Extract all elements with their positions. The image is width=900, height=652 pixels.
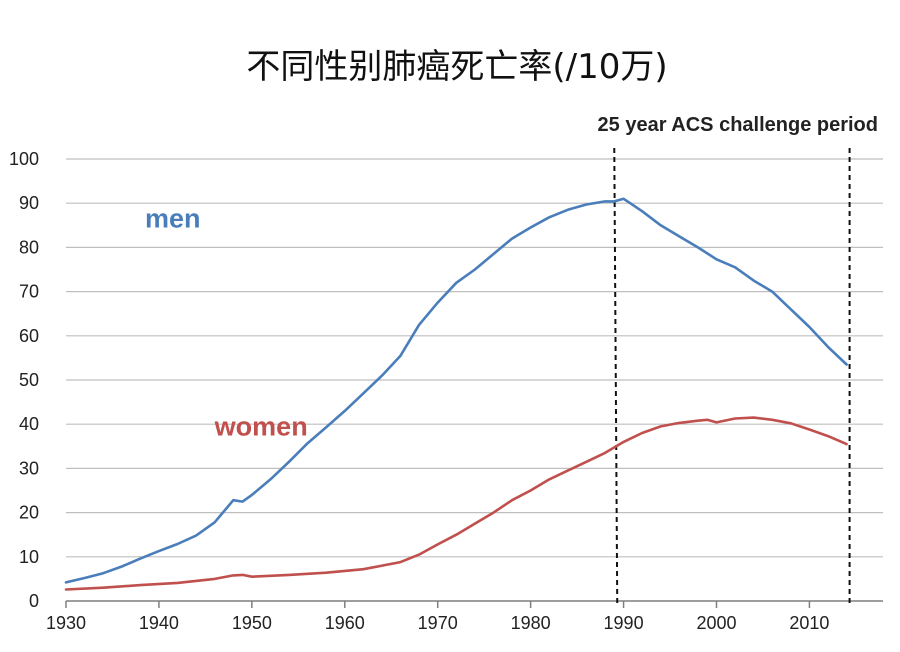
series-label-women: women — [214, 411, 308, 441]
y-tick-label: 90 — [19, 193, 39, 213]
x-tick-label: 1940 — [139, 613, 179, 633]
y-tick-label: 10 — [19, 547, 39, 567]
plot-area: 0 10 20 30 40 50 60 70 80 90 100 1930 1940 1950 1960 19… — [9, 147, 883, 633]
annotation-label: 25 year ACS challenge period — [598, 114, 878, 136]
x-tick-label: 1990 — [604, 613, 644, 633]
chart-title: 不同性别肺癌死亡率(/10万) — [246, 47, 667, 87]
x-tick-label: 2000 — [696, 613, 736, 633]
x-tick-label: 1930 — [46, 613, 86, 633]
y-tick-label: 0 — [29, 591, 39, 611]
series-label-men: men — [145, 204, 201, 234]
series-line-men — [64, 197, 848, 584]
series-line-women — [64, 416, 848, 591]
x-tick-label: 1980 — [511, 613, 551, 633]
period-start-line — [613, 147, 619, 607]
x-tick-label: 1960 — [325, 613, 365, 633]
y-tick-label: 50 — [19, 370, 39, 390]
x-tick-label: 1970 — [418, 613, 458, 633]
y-tick-label: 60 — [19, 326, 39, 346]
y-tick-label: 100 — [9, 149, 39, 169]
x-tick-label: 1950 — [232, 613, 272, 633]
y-tick-label: 30 — [19, 458, 39, 478]
y-tick-label: 20 — [19, 503, 39, 523]
y-tick-label: 80 — [19, 237, 39, 257]
y-tick-label: 70 — [19, 282, 39, 302]
x-tick-label: 2010 — [789, 613, 829, 633]
y-tick-label: 40 — [19, 414, 39, 434]
